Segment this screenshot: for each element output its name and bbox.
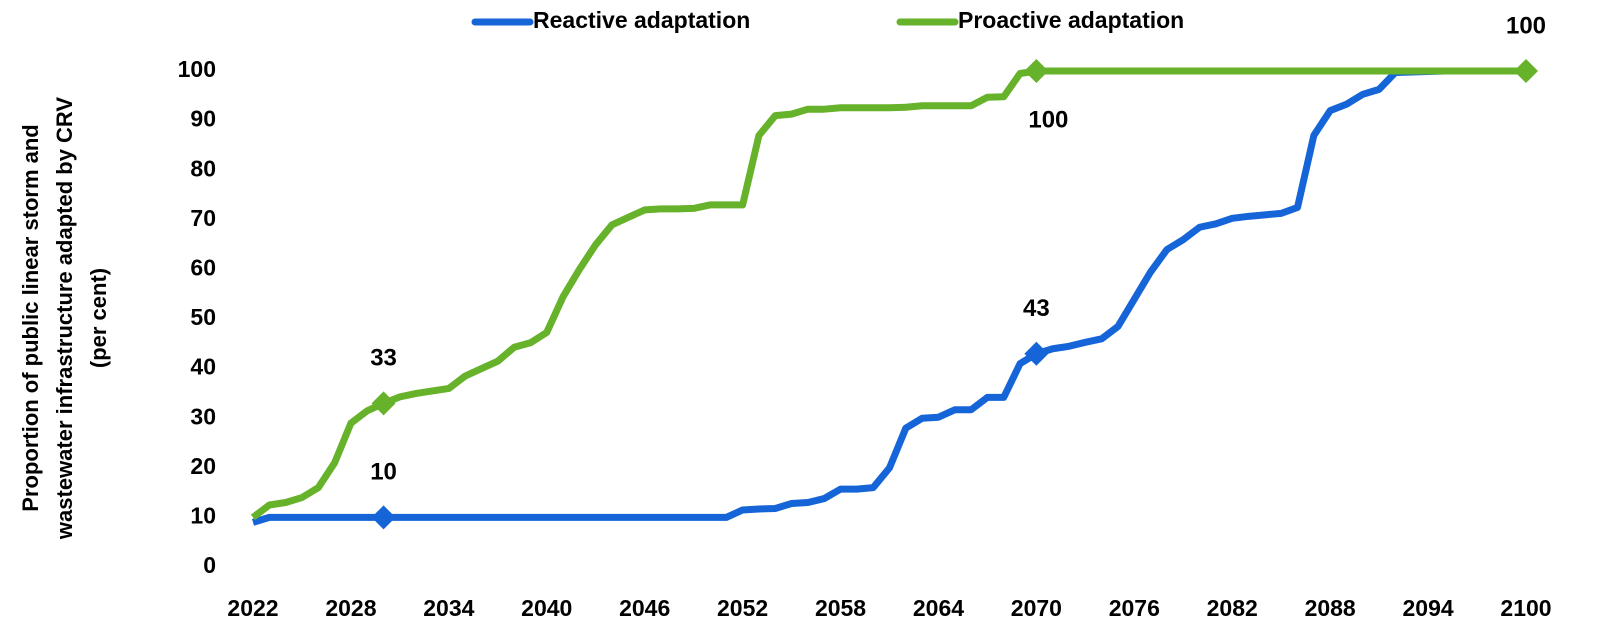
- y-tick-label: 100: [178, 56, 216, 82]
- point-marker: [371, 505, 396, 530]
- y-axis-label: (per cent): [86, 268, 111, 368]
- x-tick-label: 2100: [1500, 595, 1551, 621]
- point-marker: [1514, 59, 1538, 83]
- x-tick-label: 2058: [815, 595, 866, 621]
- x-tick-label: 2046: [619, 595, 670, 621]
- x-tick-label: 2028: [325, 595, 376, 621]
- x-tick-label: 2052: [717, 595, 768, 621]
- x-tick-label: 2022: [227, 595, 278, 621]
- y-axis-label: Proportion of public linear storm and: [18, 124, 43, 511]
- y-tick-label: 0: [203, 552, 216, 578]
- y-tick-label: 60: [190, 254, 216, 280]
- series-line: [250, 67, 1526, 521]
- x-tick-label: 2034: [423, 595, 474, 621]
- x-tick-label: 2040: [521, 595, 572, 621]
- y-tick-label: 50: [190, 304, 216, 330]
- y-axis-label: wastewater infrastructure adapted by CRV: [52, 97, 77, 540]
- data-label: 43: [1023, 295, 1050, 322]
- x-tick-label: 2064: [913, 595, 964, 621]
- series-line: [251, 67, 1526, 526]
- y-tick-label: 10: [190, 502, 216, 528]
- point-marker: [371, 391, 396, 416]
- x-tick-label: 2076: [1109, 595, 1160, 621]
- data-label: 100: [1506, 12, 1546, 39]
- data-label: 10: [370, 459, 397, 486]
- legend-label: Proactive adaptation: [958, 7, 1184, 33]
- point-marker: [1024, 341, 1049, 366]
- data-label: 33: [370, 345, 397, 372]
- x-tick-label: 2070: [1011, 595, 1062, 621]
- x-tick-label: 2094: [1402, 595, 1453, 621]
- y-tick-label: 80: [190, 155, 216, 181]
- point-marker: [1024, 59, 1049, 83]
- y-tick-label: 30: [190, 403, 216, 429]
- y-tick-label: 90: [190, 106, 216, 132]
- x-tick-label: 2082: [1207, 595, 1258, 621]
- y-tick-label: 40: [190, 354, 216, 380]
- x-tick-label: 2088: [1305, 595, 1356, 621]
- legend-label: Reactive adaptation: [533, 7, 750, 33]
- data-label: 100: [1028, 106, 1068, 133]
- y-tick-label: 70: [190, 205, 216, 231]
- y-tick-label: 20: [190, 453, 216, 479]
